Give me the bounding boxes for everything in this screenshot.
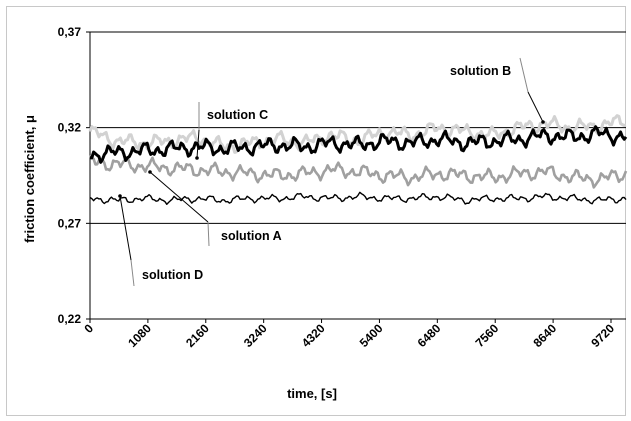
annotations: solution A solution B solution C solution D	[118, 57, 545, 287]
x-tick-label: 2160	[183, 321, 212, 350]
x-tick-label: 0	[81, 321, 96, 336]
y-tick-label: 0,37	[58, 25, 82, 39]
x-tick-label: 4320	[299, 321, 328, 350]
x-tick-label: 8640	[530, 321, 559, 350]
series-line-solution-b	[88, 114, 627, 154]
series-line-solution-a	[88, 154, 628, 189]
annotation-solution-a: solution A	[221, 229, 282, 243]
y-tick-label: 0,22	[58, 312, 82, 326]
gridlines	[86, 31, 626, 320]
x-tick-label: 3240	[241, 321, 270, 350]
annotation-leader	[207, 221, 210, 247]
annotation-solution-d: solution D	[142, 268, 203, 282]
x-axis-title: time, [s]	[287, 386, 337, 401]
annotation-leader	[196, 129, 200, 159]
annotation-pointer	[118, 194, 122, 198]
y-tick-label: 0,27	[58, 216, 82, 230]
x-tick-label: 1080	[125, 321, 154, 350]
y-axis-title: friction coefficient, μ	[22, 115, 37, 243]
y-tick-label: 0,32	[58, 121, 82, 135]
annotation-leader	[119, 195, 132, 261]
x-tick-label: 6480	[415, 321, 444, 350]
y-tick-labels: 0,22 0,27 0,32 0,37	[58, 25, 82, 326]
x-tick-label: 9720	[588, 321, 617, 350]
chart-frame	[6, 6, 626, 416]
annotation-pointer	[541, 120, 545, 124]
annotation-leader	[527, 91, 544, 123]
x-tick-label: 5400	[357, 321, 386, 350]
annotation-leader	[149, 171, 209, 223]
annotation-pointer	[195, 156, 199, 160]
annotation-pointer	[148, 170, 152, 174]
x-tick-label: 7560	[473, 321, 502, 350]
plot-border	[89, 32, 626, 320]
series-layer	[88, 114, 628, 206]
annotation-solution-c: solution C	[207, 108, 268, 122]
annotation-leader	[130, 259, 135, 287]
series-line-solution-c	[89, 125, 628, 164]
annotation-solution-b: solution B	[450, 64, 511, 78]
series-line-solution-d	[89, 191, 627, 206]
x-tick-labels: 0 1080 2160 3240 4320 5400 6480 7560 8640 9720	[81, 319, 617, 350]
annotation-leader	[519, 57, 529, 93]
